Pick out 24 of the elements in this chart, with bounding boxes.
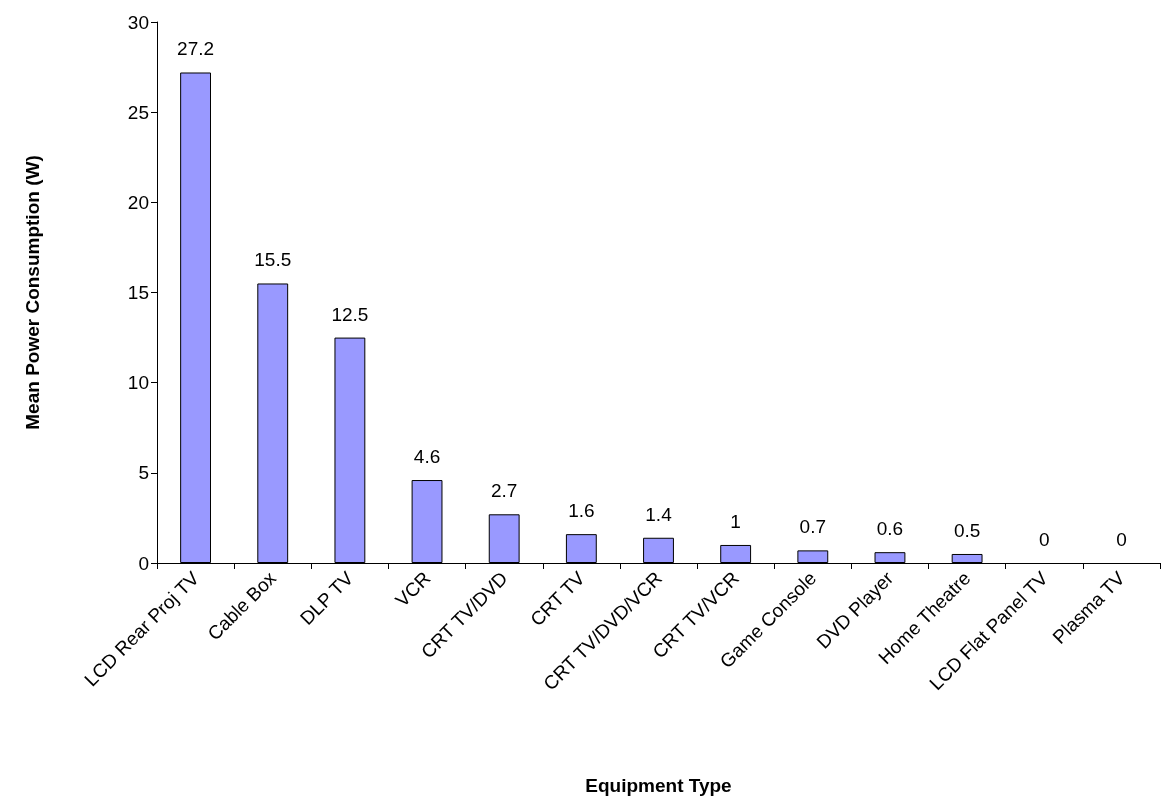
data-label: 0.5 xyxy=(953,519,981,541)
data-label: 0.6 xyxy=(876,518,904,540)
x-tick-label: DLP TV xyxy=(295,567,358,629)
x-tick-label: VCR xyxy=(391,567,435,611)
y-tick-label: 0 xyxy=(138,552,149,574)
data-label: 12.5 xyxy=(331,303,369,325)
y-tick-label: 10 xyxy=(127,372,149,394)
data-label: 27.2 xyxy=(177,38,215,60)
data-label: 2.7 xyxy=(490,480,518,502)
data-label: 1.4 xyxy=(645,503,673,525)
data-label: 1 xyxy=(730,510,741,532)
data-label: 0.7 xyxy=(799,516,827,538)
data-label: 15.5 xyxy=(254,249,292,271)
y-tick-label: 25 xyxy=(127,101,149,123)
data-label: 0 xyxy=(1038,529,1050,550)
y-tick-label: 30 xyxy=(127,11,149,33)
y-tick-label: 20 xyxy=(127,191,149,213)
data-label: 0 xyxy=(1116,529,1127,550)
y-axis-title: Mean Power Consumption (W) xyxy=(22,155,43,430)
data-label: 4.6 xyxy=(413,446,441,468)
data-label: 1.6 xyxy=(568,500,595,522)
y-tick-label: 15 xyxy=(127,282,149,303)
y-tick-label: 5 xyxy=(138,462,149,484)
x-axis-title: Equipment Type xyxy=(585,775,732,796)
